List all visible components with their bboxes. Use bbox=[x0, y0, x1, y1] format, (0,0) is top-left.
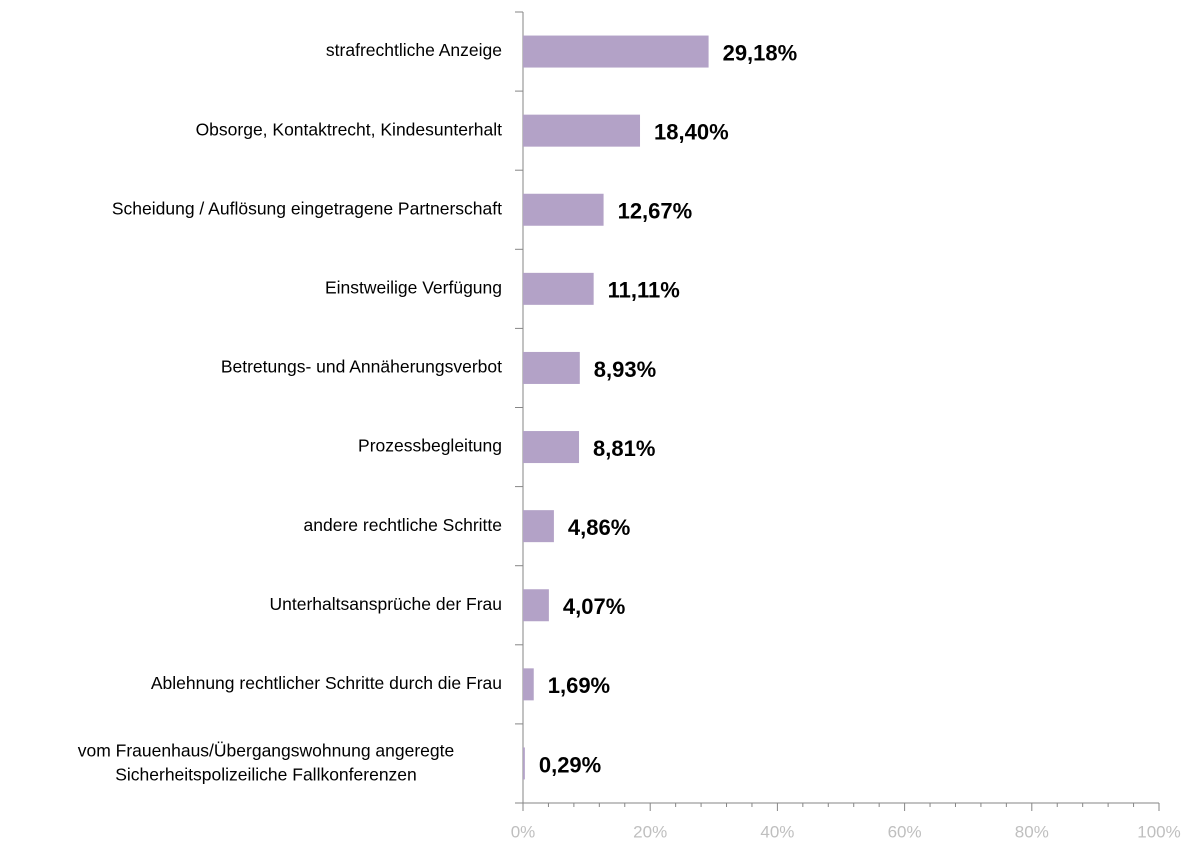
value-label: 18,40% bbox=[654, 119, 729, 144]
category-label: Obsorge, Kontaktrecht, Kindesunterhalt bbox=[196, 119, 503, 139]
category-label: Unterhaltsansprüche der Frau bbox=[270, 594, 502, 614]
x-tick-label: 40% bbox=[760, 822, 794, 841]
x-tick-label: 20% bbox=[633, 822, 667, 841]
x-tick-label: 80% bbox=[1015, 822, 1049, 841]
bar bbox=[523, 351, 580, 384]
bar bbox=[523, 193, 604, 226]
category-label: Scheidung / Auflösung eingetragene Partn… bbox=[112, 198, 502, 218]
category-label: Betretungs- und Annäherungsverbot bbox=[221, 357, 502, 377]
bar bbox=[523, 510, 554, 543]
bar bbox=[523, 114, 641, 147]
value-label: 12,67% bbox=[618, 199, 693, 224]
value-label: 8,81% bbox=[593, 436, 655, 461]
bar bbox=[523, 35, 709, 68]
bar bbox=[523, 668, 534, 701]
category-label-line: Sicherheitspolizeiliche Fallkonferenzen bbox=[115, 764, 417, 784]
value-label: 11,11% bbox=[608, 278, 680, 303]
category-label: Ablehnung rechtlicher Schritte durch die… bbox=[151, 673, 502, 693]
category-label: vom Frauenhaus/Übergangswohnung angeregt… bbox=[78, 740, 455, 784]
category-label: strafrechtliche Anzeige bbox=[326, 40, 502, 60]
bar bbox=[523, 589, 549, 622]
category-label: Prozessbegleitung bbox=[358, 436, 502, 456]
value-label: 4,86% bbox=[568, 515, 630, 540]
value-label: 4,07% bbox=[563, 594, 625, 619]
value-label: 0,29% bbox=[539, 752, 601, 777]
value-label: 1,69% bbox=[548, 673, 610, 698]
value-label: 8,93% bbox=[594, 357, 656, 382]
bar bbox=[523, 747, 525, 780]
category-label: Einstweilige Verfügung bbox=[325, 277, 502, 297]
bar bbox=[523, 272, 594, 305]
category-label-line: vom Frauenhaus/Übergangswohnung angeregt… bbox=[78, 740, 455, 760]
x-tick-label: 100% bbox=[1137, 822, 1180, 841]
x-tick-label: 0% bbox=[511, 822, 536, 841]
category-label: andere rechtliche Schritte bbox=[304, 515, 502, 535]
value-label: 29,18% bbox=[723, 40, 798, 65]
bar bbox=[523, 431, 580, 464]
x-tick-label: 60% bbox=[888, 822, 922, 841]
